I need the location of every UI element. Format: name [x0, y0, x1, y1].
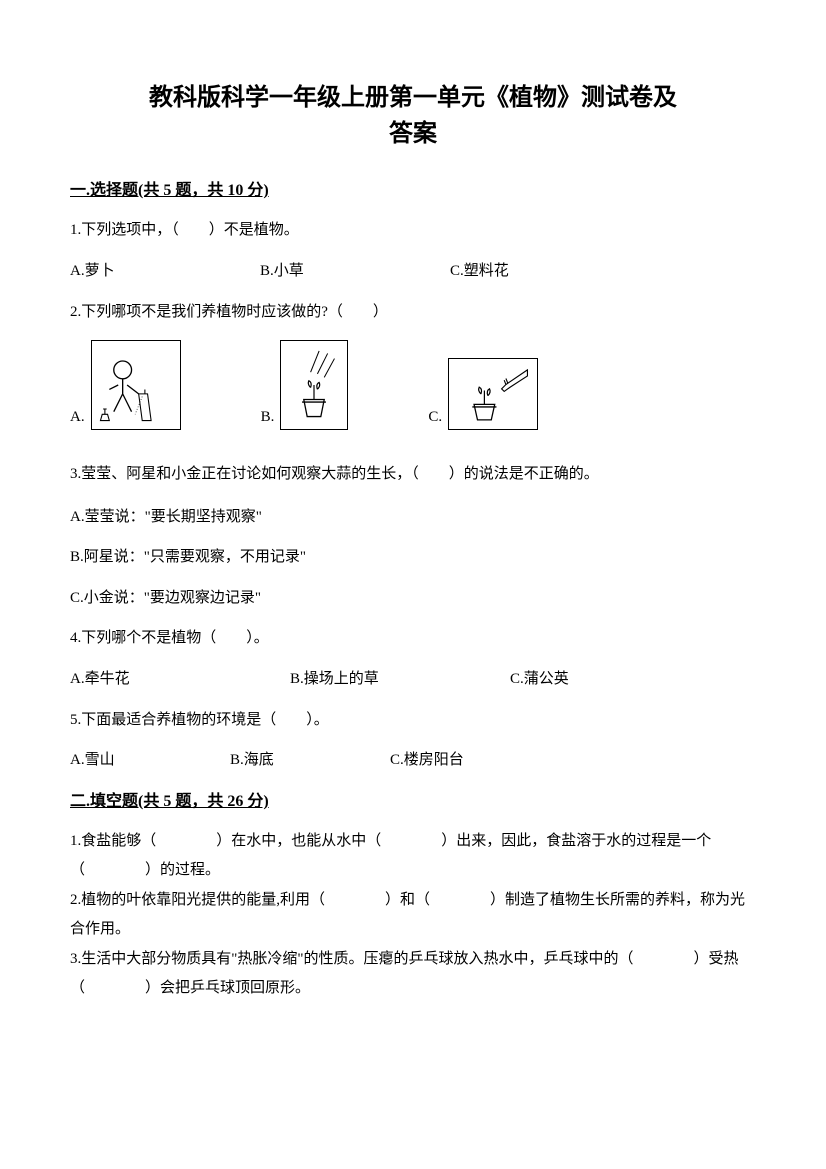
- q3-text: 3.莹莹、阿星和小金正在讨论如何观察大蒜的生长，（ ）的说法是不正确的。: [70, 460, 756, 489]
- title-line-1: 教科版科学一年级上册第一单元《植物》测试卷及: [70, 80, 756, 116]
- q1-text: 1.下列选项中，（ ）不是植物。: [70, 216, 756, 245]
- q2-text: 2.下列哪项不是我们养植物时应该做的?（ ）: [70, 298, 756, 327]
- q3-option-c: C.小金说："要边观察边记录": [70, 584, 756, 613]
- q5-options: A.雪山 B.海底 C.楼房阳台: [70, 748, 756, 769]
- title-line-2: 答案: [70, 116, 756, 152]
- q2-option-c-label: C.: [428, 409, 442, 430]
- touching-plant-icon: [448, 358, 538, 430]
- q4-text: 4.下列哪个不是植物（ ）。: [70, 624, 756, 653]
- fill-q1: 1.食盐能够（ ）在水中，也能从水中（ ）出来，因此，食盐溶于水的过程是一个（ …: [70, 827, 756, 884]
- q2-option-a: A.: [70, 340, 181, 430]
- section-1-header: 一.选择题(共 5 题，共 10 分): [70, 176, 756, 200]
- fill-q3: 3.生活中大部分物质具有"热胀冷缩"的性质。压瘪的乒乓球放入热水中，乒乓球中的（…: [70, 945, 756, 1002]
- q1-options: A.萝卜 B.小草 C.塑料花: [70, 259, 756, 280]
- q4-options: A.牵牛花 B.操场上的草 C.蒲公英: [70, 667, 756, 688]
- q5-option-a: A.雪山: [70, 748, 230, 769]
- q2-option-a-label: A.: [70, 409, 85, 430]
- q4-option-c: C.蒲公英: [510, 667, 569, 688]
- section-2-header: 二.填空题(共 5 题，共 26 分): [70, 787, 756, 811]
- q2-option-b: B.: [261, 340, 349, 430]
- q2-option-c: C.: [428, 358, 538, 430]
- q1-option-b: B.小草: [260, 259, 450, 280]
- q2-option-b-label: B.: [261, 409, 275, 430]
- page-title: 教科版科学一年级上册第一单元《植物》测试卷及 答案: [70, 80, 756, 152]
- q5-text: 5.下面最适合养植物的环境是（ ）。: [70, 706, 756, 735]
- q5-option-c: C.楼房阳台: [390, 748, 464, 769]
- q3-options: A.莹莹说："要长期坚持观察" B.阿星说："只需要观察，不用记录" C.小金说…: [70, 503, 756, 613]
- q3-option-b: B.阿星说："只需要观察，不用记录": [70, 543, 756, 572]
- sunlight-plant-icon: [280, 340, 348, 430]
- q5-option-b: B.海底: [230, 748, 390, 769]
- q4-option-b: B.操场上的草: [290, 667, 510, 688]
- q2-options: A. B. C.: [70, 340, 756, 430]
- q3-option-a: A.莹莹说："要长期坚持观察": [70, 503, 756, 532]
- q1-option-c: C.塑料花: [450, 259, 509, 280]
- q4-option-a: A.牵牛花: [70, 667, 290, 688]
- q1-option-a: A.萝卜: [70, 259, 260, 280]
- fill-q2: 2.植物的叶依靠阳光提供的能量,利用（ ）和（ ）制造了植物生长所需的养料，称为…: [70, 886, 756, 943]
- fill-questions: 1.食盐能够（ ）在水中，也能从水中（ ）出来，因此，食盐溶于水的过程是一个（ …: [70, 827, 756, 1002]
- watering-plant-icon: [91, 340, 181, 430]
